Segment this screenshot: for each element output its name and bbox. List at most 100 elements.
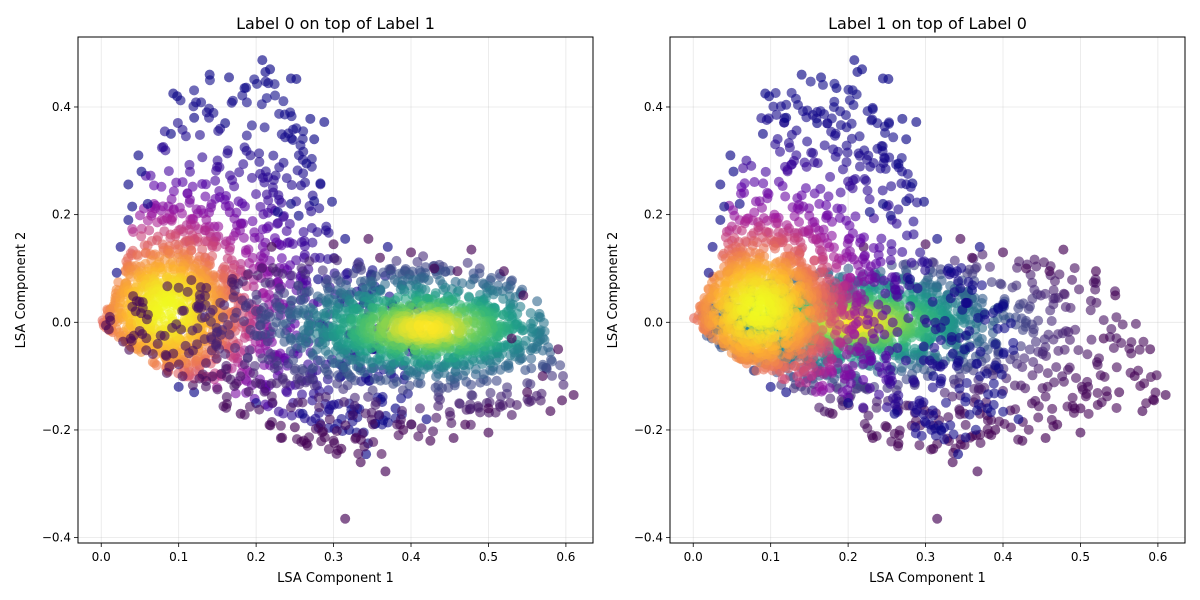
data-point bbox=[301, 287, 312, 298]
data-point bbox=[366, 414, 377, 425]
data-point bbox=[184, 166, 195, 177]
data-point bbox=[1045, 305, 1056, 316]
data-point bbox=[946, 331, 957, 342]
outlier-point bbox=[224, 72, 235, 83]
data-point bbox=[252, 270, 263, 281]
data-point bbox=[897, 362, 908, 373]
data-point bbox=[281, 226, 292, 237]
data-point bbox=[285, 278, 296, 289]
data-point bbox=[847, 183, 858, 194]
outlier-point bbox=[955, 233, 966, 244]
data-point bbox=[960, 392, 971, 403]
data-point bbox=[984, 261, 995, 272]
data-point bbox=[837, 164, 848, 175]
data-point bbox=[1082, 349, 1093, 360]
data-point bbox=[164, 361, 175, 372]
data-point bbox=[833, 337, 844, 348]
data-point bbox=[413, 431, 424, 442]
data-point bbox=[180, 340, 191, 351]
data-point bbox=[975, 371, 986, 382]
outlier-point bbox=[466, 244, 477, 255]
data-point bbox=[300, 268, 311, 279]
data-point bbox=[927, 296, 938, 307]
data-point bbox=[502, 382, 513, 393]
data-point bbox=[819, 109, 830, 120]
data-point bbox=[1101, 386, 1112, 397]
outlier-point bbox=[133, 150, 144, 161]
outlier-point bbox=[363, 233, 374, 244]
data-point bbox=[536, 388, 547, 399]
outlier-point bbox=[291, 73, 302, 84]
data-point bbox=[317, 265, 328, 276]
data-point bbox=[406, 419, 417, 430]
data-point bbox=[1009, 380, 1020, 391]
data-point bbox=[297, 364, 308, 375]
data-point bbox=[247, 216, 258, 227]
data-point bbox=[988, 378, 999, 389]
data-point bbox=[1017, 325, 1028, 336]
data-point bbox=[936, 373, 947, 384]
outlier-point bbox=[557, 395, 568, 406]
data-point bbox=[1023, 424, 1034, 435]
data-point bbox=[1046, 316, 1057, 327]
data-point bbox=[1053, 345, 1064, 356]
data-point bbox=[276, 197, 287, 208]
data-point bbox=[320, 312, 331, 323]
data-point bbox=[136, 231, 147, 242]
data-point bbox=[251, 294, 262, 305]
data-point bbox=[1049, 276, 1060, 287]
data-point bbox=[1031, 261, 1042, 272]
outlier-point bbox=[173, 381, 184, 392]
outlier-point bbox=[266, 241, 277, 252]
data-point bbox=[961, 377, 972, 388]
data-point bbox=[908, 375, 919, 386]
data-point bbox=[141, 314, 152, 325]
data-point bbox=[851, 89, 862, 100]
data-point bbox=[251, 189, 262, 200]
data-point bbox=[858, 353, 869, 364]
data-point bbox=[249, 232, 260, 243]
data-point bbox=[800, 183, 811, 194]
y-tick-label-left: 0.0 bbox=[52, 315, 71, 329]
data-point bbox=[768, 101, 779, 112]
data-point bbox=[881, 402, 892, 413]
data-point bbox=[328, 435, 339, 446]
data-point bbox=[1030, 395, 1041, 406]
data-point bbox=[749, 177, 760, 188]
outlier-point bbox=[165, 128, 176, 139]
y-axis-label-left: LSA Component 2 bbox=[14, 232, 29, 349]
data-point bbox=[835, 187, 846, 198]
data-point bbox=[192, 339, 203, 350]
outlier-point bbox=[313, 274, 324, 285]
data-point bbox=[201, 358, 212, 369]
outlier-point bbox=[361, 449, 372, 460]
data-point bbox=[292, 165, 303, 176]
data-point bbox=[909, 343, 920, 354]
data-point bbox=[786, 129, 797, 140]
x-tick-label-left: 0.2 bbox=[247, 550, 266, 564]
data-point bbox=[1069, 263, 1080, 274]
data-point bbox=[1111, 362, 1122, 373]
data-point bbox=[279, 288, 290, 299]
data-point bbox=[1139, 378, 1150, 389]
data-point bbox=[378, 267, 389, 278]
data-point bbox=[235, 371, 246, 382]
data-point bbox=[1047, 403, 1058, 414]
data-point bbox=[160, 301, 171, 312]
outlier-point bbox=[315, 178, 326, 189]
data-point bbox=[194, 129, 205, 140]
data-point bbox=[254, 156, 265, 167]
scatter-panel-right: Label 1 on top of Label 0 0.0 0.1 0.2 0.3 0.… bbox=[606, 14, 1186, 586]
data-point bbox=[998, 406, 1009, 417]
data-point bbox=[794, 216, 805, 227]
data-point bbox=[1150, 387, 1161, 398]
data-point bbox=[349, 400, 360, 411]
data-point bbox=[324, 299, 335, 310]
data-point bbox=[943, 412, 954, 423]
data-point bbox=[907, 401, 918, 412]
data-point bbox=[546, 354, 557, 365]
data-point bbox=[152, 338, 163, 349]
data-point bbox=[280, 132, 291, 143]
data-point bbox=[824, 242, 835, 253]
data-point bbox=[888, 132, 899, 143]
